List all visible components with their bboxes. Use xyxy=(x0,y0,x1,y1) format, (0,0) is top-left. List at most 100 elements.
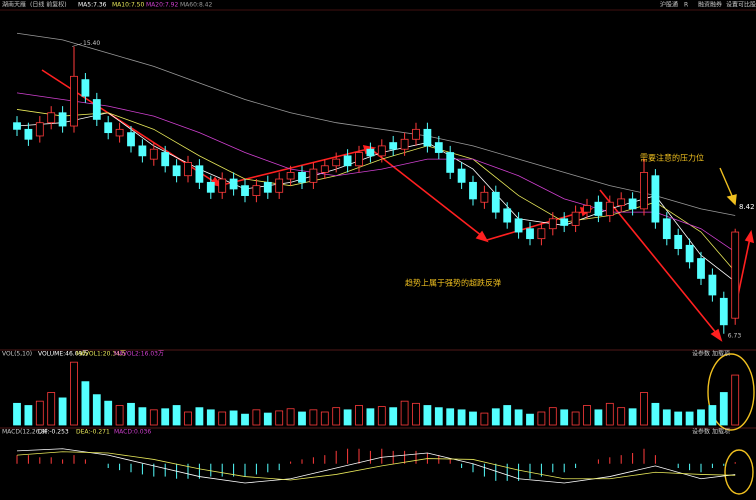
candle-body xyxy=(491,191,500,213)
candle-body xyxy=(332,158,341,167)
volume-bar xyxy=(662,409,671,426)
volume-bar xyxy=(400,400,409,426)
volume-bar xyxy=(355,405,363,426)
candle-body xyxy=(400,138,409,150)
arrow xyxy=(599,189,718,335)
indicator-line xyxy=(16,92,736,253)
candle-body xyxy=(263,181,272,193)
annotation: 趋势上属于强势的超跌反弹 xyxy=(405,278,501,288)
volume-bar xyxy=(184,411,192,426)
candle-body xyxy=(355,152,363,167)
candle-body xyxy=(241,185,249,196)
volume-bar xyxy=(537,411,546,426)
stock-name: 湖南天雁 xyxy=(2,1,26,9)
indicator-line xyxy=(16,448,736,484)
volume-bar xyxy=(138,407,147,426)
candle-body xyxy=(35,122,44,137)
panel-value: MAVOL2:16.03万 xyxy=(114,351,164,358)
candle-body xyxy=(412,128,420,140)
panel-value: MAVOL1:20.34万 xyxy=(76,351,126,358)
volume-bar xyxy=(605,402,614,426)
volume-bar xyxy=(583,405,591,426)
ma-legend: MA20:7.92 xyxy=(146,2,178,9)
candle-body xyxy=(674,234,683,250)
candle-body xyxy=(206,181,215,193)
ellipse xyxy=(724,449,754,495)
candle-body xyxy=(526,228,534,240)
candle-body xyxy=(617,198,626,206)
candle-body xyxy=(719,297,728,326)
candle-body xyxy=(560,218,569,226)
volume-bar xyxy=(13,402,21,426)
candle-body xyxy=(514,218,523,233)
volume-bar xyxy=(560,409,569,426)
candle-body xyxy=(47,112,56,124)
candle-body xyxy=(286,172,295,180)
volume-bar xyxy=(286,408,295,426)
volume-bar xyxy=(389,407,398,426)
candle-body xyxy=(24,128,33,140)
candle-body xyxy=(548,218,557,230)
marker xyxy=(71,43,83,47)
volume-bar xyxy=(708,405,717,426)
volume-bar xyxy=(35,400,44,426)
ma-legend: MA10:7.50 xyxy=(112,2,144,9)
volume-bar xyxy=(446,408,455,426)
volume-bar xyxy=(195,407,204,426)
arrow xyxy=(371,149,483,237)
candle-body xyxy=(662,218,671,240)
candle-body xyxy=(537,228,546,240)
candle-body xyxy=(708,274,717,296)
panel-title: MACD(12,26,9) xyxy=(2,429,48,436)
menu-item: 设置可比股 xyxy=(726,1,756,9)
panel-tool: 设参数 xyxy=(692,350,710,358)
candle-body xyxy=(571,211,580,226)
volume-bar xyxy=(81,381,90,426)
candle-body xyxy=(469,181,477,200)
candle-body xyxy=(605,201,614,216)
volume-bar xyxy=(275,410,284,426)
volume-bar xyxy=(594,409,603,426)
menu-item: R xyxy=(684,2,688,9)
candle-body xyxy=(229,178,238,190)
volume-bar xyxy=(412,402,420,426)
volume-bar xyxy=(731,374,740,426)
volume-bar xyxy=(309,409,318,426)
arrow-head xyxy=(475,230,489,243)
volume-bar xyxy=(640,392,648,426)
candle-body xyxy=(161,152,170,167)
volume-bar xyxy=(480,412,489,426)
volume-bar xyxy=(548,407,557,426)
candle-body xyxy=(298,172,306,183)
arrow-head xyxy=(744,229,755,244)
candle-body xyxy=(104,122,113,134)
candle-body xyxy=(423,128,432,147)
panel-value: MACD:0.036 xyxy=(114,429,151,436)
volume-bar xyxy=(674,411,683,426)
volume-bar xyxy=(161,408,170,426)
volume-bar xyxy=(298,411,306,426)
candle-body xyxy=(252,185,261,196)
volume-bar xyxy=(343,409,352,426)
volume-bar xyxy=(149,409,158,426)
candle-body xyxy=(651,175,660,223)
candle-body xyxy=(343,155,352,167)
ellipse xyxy=(707,353,755,431)
candle-body xyxy=(731,231,740,319)
candle-body xyxy=(58,112,67,127)
candle-body xyxy=(697,258,705,279)
arrow xyxy=(719,167,734,199)
candle-body xyxy=(115,128,124,137)
volume-bar xyxy=(70,361,78,426)
volume-bar xyxy=(92,394,101,426)
volume-bar xyxy=(320,411,329,426)
candle-body xyxy=(366,148,375,157)
indicator-line xyxy=(16,32,736,216)
panel-value: VOLUME:46.09万 xyxy=(38,351,88,358)
volume-bar xyxy=(685,411,694,426)
candle-body xyxy=(195,165,204,183)
volume-bar xyxy=(651,402,660,426)
volume-bar xyxy=(332,407,341,426)
candle-body xyxy=(446,152,455,173)
panel-value: DEA:-0.271 xyxy=(76,429,110,436)
